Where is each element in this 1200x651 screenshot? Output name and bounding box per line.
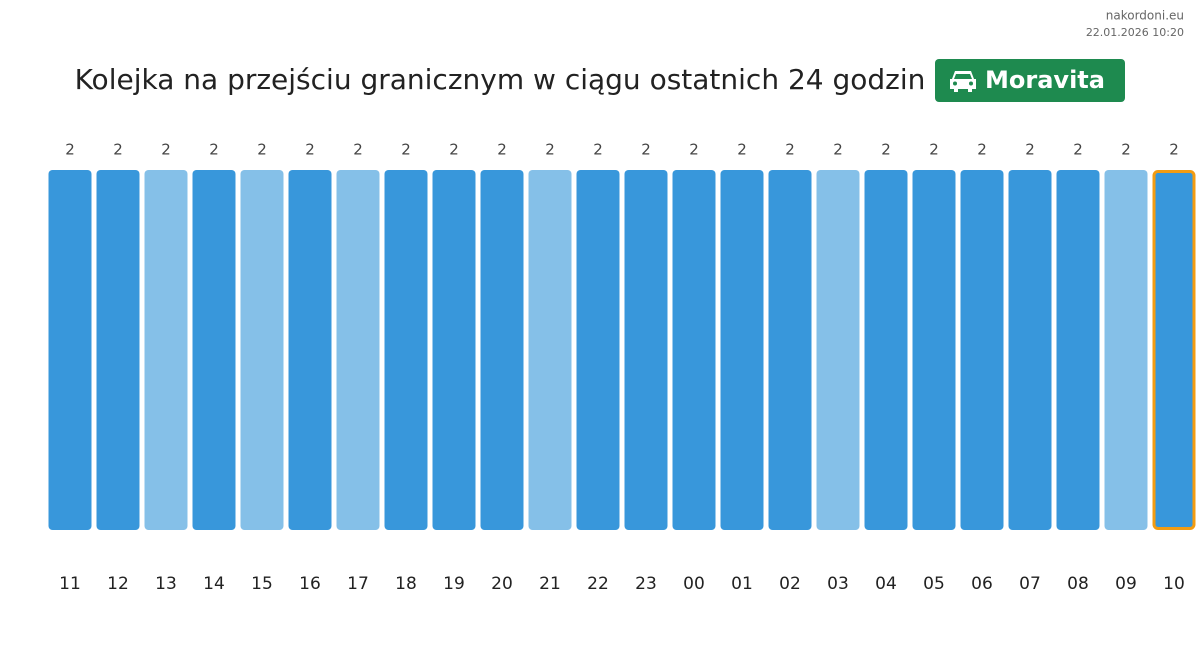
bar	[384, 170, 428, 530]
bar	[864, 170, 908, 530]
bar	[240, 170, 284, 530]
value-label: 2	[497, 141, 507, 159]
x-tick-label: 17	[347, 574, 369, 594]
bar	[816, 170, 860, 530]
value-label: 2	[257, 141, 267, 159]
bar	[480, 170, 524, 530]
bar	[1104, 170, 1148, 530]
bar	[1152, 170, 1196, 530]
x-tick-label: 23	[635, 574, 657, 594]
car-icon	[950, 71, 976, 92]
x-tick-label: 18	[395, 574, 417, 594]
bar	[432, 170, 476, 530]
x-tick-label: 14	[203, 574, 225, 594]
bar	[720, 170, 764, 530]
bar	[912, 170, 956, 530]
bar	[528, 170, 572, 530]
value-label: 2	[737, 141, 747, 159]
x-tick-label: 22	[587, 574, 609, 594]
value-label: 2	[785, 141, 795, 159]
bar	[288, 170, 332, 530]
value-label: 2	[1121, 141, 1131, 159]
x-tick-label: 21	[539, 574, 561, 594]
bar	[576, 170, 620, 530]
bar	[48, 170, 92, 530]
x-tick-label: 20	[491, 574, 513, 594]
value-label: 2	[641, 141, 651, 159]
x-tick-label: 12	[107, 574, 129, 594]
x-tick-label: 05	[923, 574, 945, 594]
x-tick-label: 13	[155, 574, 177, 594]
site-name: nakordoni.eu	[1106, 9, 1184, 23]
x-tick-label: 15	[251, 574, 273, 594]
x-tick-label: 00	[683, 574, 705, 594]
x-tick-label: 07	[1019, 574, 1041, 594]
x-tick-label: 04	[875, 574, 897, 594]
x-tick-label: 11	[59, 574, 81, 594]
x-tick-label: 09	[1115, 574, 1137, 594]
bar	[192, 170, 236, 530]
bar	[1056, 170, 1100, 530]
bar	[960, 170, 1004, 530]
value-label: 2	[401, 141, 411, 159]
bar	[1008, 170, 1052, 530]
chart-title: Kolejka na przejściu granicznym w ciągu …	[75, 63, 926, 96]
timestamp: 22.01.2026 10:20	[1086, 26, 1184, 39]
value-label: 2	[689, 141, 699, 159]
value-label: 2	[977, 141, 987, 159]
value-label: 2	[113, 141, 123, 159]
value-label: 2	[161, 141, 171, 159]
x-tick-label: 08	[1067, 574, 1089, 594]
value-label: 2	[833, 141, 843, 159]
badge	[935, 59, 1125, 102]
x-tick-label: 02	[779, 574, 801, 594]
x-tick-label: 16	[299, 574, 321, 594]
bar	[96, 170, 140, 530]
x-tick-label: 03	[827, 574, 849, 594]
value-label: 2	[929, 141, 939, 159]
value-label: 2	[1169, 141, 1179, 159]
value-label: 2	[593, 141, 603, 159]
value-label: 2	[881, 141, 891, 159]
badge-label: Moravita	[985, 66, 1105, 94]
value-label: 2	[209, 141, 219, 159]
x-tick-label: 06	[971, 574, 993, 594]
value-label: 2	[305, 141, 315, 159]
bar	[672, 170, 716, 530]
value-label: 2	[1073, 141, 1083, 159]
x-tick-label: 01	[731, 574, 753, 594]
value-label: 2	[449, 141, 459, 159]
value-label: 2	[65, 141, 75, 159]
x-tick-label: 10	[1163, 574, 1185, 594]
bar	[624, 170, 668, 530]
value-label: 2	[353, 141, 363, 159]
value-label: 2	[1025, 141, 1035, 159]
bar	[768, 170, 812, 530]
bar	[336, 170, 380, 530]
value-label: 2	[545, 141, 555, 159]
x-tick-label: 19	[443, 574, 465, 594]
bar	[144, 170, 188, 530]
